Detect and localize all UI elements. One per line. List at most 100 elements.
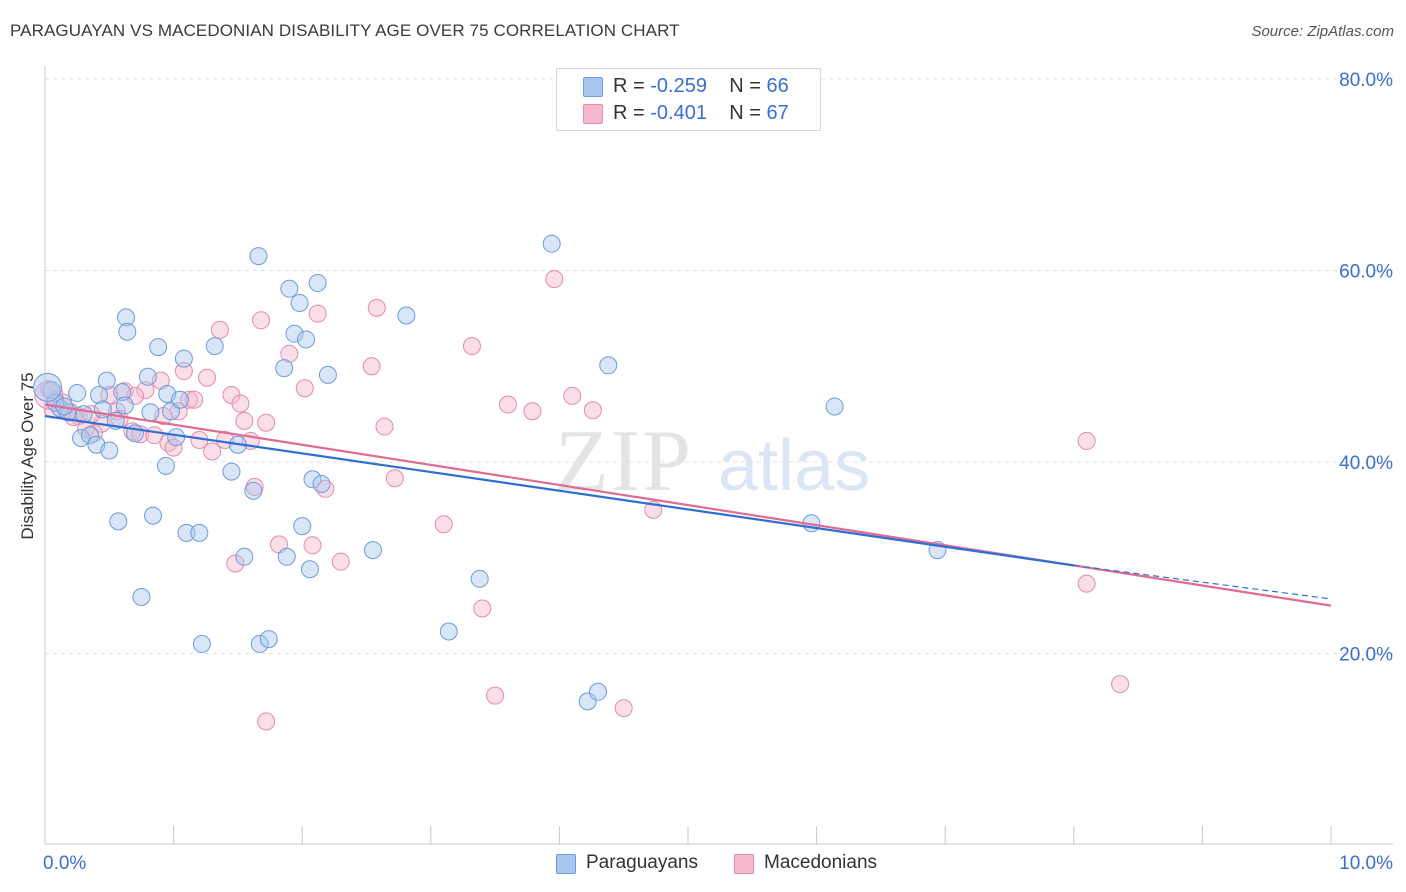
paraguayan-point xyxy=(290,294,309,313)
macedonian-point xyxy=(226,554,245,573)
macedonian-point xyxy=(295,379,314,398)
watermark-atlas: atlas xyxy=(718,426,870,506)
paraguayan-point xyxy=(599,356,618,375)
paraguayan-point xyxy=(297,330,316,349)
macedonian-point xyxy=(1077,574,1096,593)
paraguayan-point xyxy=(280,279,299,298)
paraguayan-point xyxy=(138,367,157,386)
blue-swatch-icon xyxy=(583,77,603,97)
paraguayan-point xyxy=(249,247,268,266)
macedonian-point xyxy=(367,298,386,317)
macedonian-point xyxy=(257,712,276,731)
paraguayan-point xyxy=(190,523,209,542)
macedonian-point xyxy=(231,394,250,413)
paraguayan-point xyxy=(250,634,269,653)
macedonian-point xyxy=(252,311,271,330)
macedonian-point xyxy=(331,552,350,571)
macedonian-point xyxy=(583,401,602,420)
macedonian-point xyxy=(614,699,633,718)
macedonian-point xyxy=(1077,431,1096,450)
paraguayan-point xyxy=(588,682,607,701)
y-tick-label: 20.0% xyxy=(1339,645,1393,666)
paraguayan-point xyxy=(132,588,151,607)
paraguayan-point xyxy=(275,359,294,378)
paraguayan-point xyxy=(149,338,168,357)
paraguayan-point xyxy=(318,365,337,384)
paraguayan-point xyxy=(156,456,175,475)
paraguayan-point xyxy=(397,306,416,325)
x-tick-label: 0.0% xyxy=(43,853,86,874)
macedonian-point xyxy=(257,413,276,432)
legend-r-label: R = xyxy=(613,75,651,97)
paraguayan-cluster-point xyxy=(33,372,63,402)
legend-n-value-macedonians: 67 xyxy=(766,102,789,124)
paraguayan-point xyxy=(439,622,458,641)
paraguayan-point xyxy=(167,428,186,447)
paraguayan-point xyxy=(90,385,109,404)
paraguayan-point xyxy=(118,322,137,341)
paraguayan-point xyxy=(259,630,278,649)
legend-n-label: N = xyxy=(729,102,767,124)
paraguayan-trend-extension xyxy=(1073,564,1332,600)
legend-r-value-macedonians: -0.401 xyxy=(650,102,707,124)
paraguayan-point xyxy=(192,634,211,653)
macedonian-point xyxy=(203,442,222,461)
legend-r-value-paraguayans: -0.259 xyxy=(650,75,707,97)
macedonian-point xyxy=(434,515,453,534)
paraguayan-point xyxy=(293,517,312,536)
paraguayan-point xyxy=(300,560,319,579)
correlation-legend: R = -0.259 N = 66 R = -0.401 N = 67 xyxy=(556,68,821,131)
y-tick-label: 60.0% xyxy=(1339,262,1393,283)
blue-swatch-icon xyxy=(556,854,576,874)
macedonian-point xyxy=(563,386,582,405)
macedonian-point xyxy=(1111,675,1130,694)
paraguayan-point xyxy=(205,337,224,356)
paraguayan-point xyxy=(312,475,331,494)
macedonian-point xyxy=(362,357,381,376)
macedonian-point xyxy=(280,344,299,363)
paraguayan-point xyxy=(109,512,128,531)
paraguayan-point xyxy=(222,462,241,481)
macedonian-point xyxy=(198,368,217,387)
bottom-legend-label: Macedonians xyxy=(764,852,878,873)
paraguayan-point xyxy=(117,308,136,327)
paraguayan-point xyxy=(68,384,87,403)
paraguayan-point xyxy=(81,426,100,445)
source-note: Source: ZipAtlas.com xyxy=(1251,23,1394,40)
paraguayan-point xyxy=(113,383,132,402)
pink-swatch-icon xyxy=(734,854,754,874)
paraguayan-point xyxy=(303,470,322,489)
macedonian-point xyxy=(164,438,183,457)
macedonian-point xyxy=(174,362,193,381)
macedonian-point xyxy=(523,402,542,421)
paraguayan-point xyxy=(174,349,193,368)
bottom-legend-label: Paraguayans xyxy=(586,852,698,873)
paraguayan-point xyxy=(542,234,561,253)
macedonian-point xyxy=(498,395,517,414)
paraguayan-point xyxy=(144,506,163,525)
pink-swatch-icon xyxy=(583,104,603,124)
legend-n-value-paraguayans: 66 xyxy=(766,75,789,97)
paraguayan-point xyxy=(470,569,489,588)
macedonian-point xyxy=(235,411,254,430)
paraguayan-point xyxy=(235,547,254,566)
macedonian-point xyxy=(210,320,229,339)
macedonian-point xyxy=(486,686,505,705)
paraguayan-point xyxy=(825,397,844,416)
paraguayan-point xyxy=(177,523,196,542)
macedonian-point xyxy=(136,381,155,400)
paraguayan-point xyxy=(171,390,190,409)
chart-title: PARAGUAYAN VS MACEDONIAN DISABILITY AGE … xyxy=(10,21,680,40)
legend-n-label: N = xyxy=(729,75,767,97)
paraguayan-point xyxy=(363,541,382,560)
paraguayan-point xyxy=(277,547,296,566)
macedonian-point xyxy=(185,390,204,409)
paraguayan-point xyxy=(244,481,263,500)
paraguayan-point xyxy=(100,441,119,460)
macedonian-point xyxy=(462,337,481,356)
macedonian-point xyxy=(385,469,404,488)
macedonian-trend-line xyxy=(44,403,1332,607)
paraguayan-point xyxy=(308,273,327,292)
paraguayan-point xyxy=(115,396,134,415)
